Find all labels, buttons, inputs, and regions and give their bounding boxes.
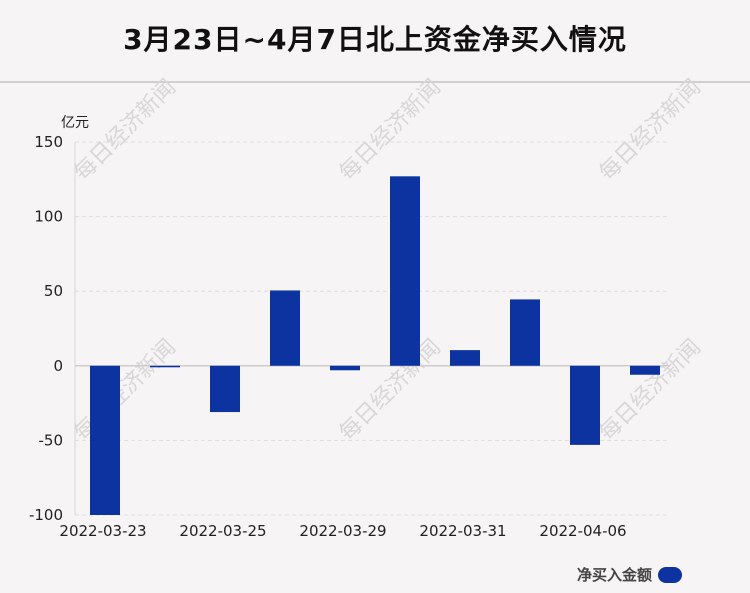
y-tick-label: -50 xyxy=(39,431,64,449)
bar xyxy=(570,365,600,445)
legend-swatch xyxy=(658,566,683,583)
y-axis-unit-label: 亿元 xyxy=(61,115,89,131)
gridlines xyxy=(74,141,670,516)
title-divider xyxy=(0,81,750,83)
x-tick-label: 2022-03-31 xyxy=(419,522,506,540)
bars xyxy=(90,176,660,515)
bar xyxy=(90,365,120,515)
watermark-text: 每日经济新闻 xyxy=(70,335,181,446)
legend-label: 净买入金额 xyxy=(577,566,653,584)
y-tick-labels: 150 100 50 0 -50 -100 xyxy=(29,133,63,524)
bar xyxy=(450,350,480,366)
watermark-text: 每日经济新闻 xyxy=(335,75,446,186)
y-tick-label: 50 xyxy=(44,282,63,300)
watermark-text: 每日经济新闻 xyxy=(595,75,706,186)
x-tick-label: 2022-03-25 xyxy=(179,522,266,540)
y-tick-label: -100 xyxy=(29,506,63,524)
bar xyxy=(630,365,660,375)
bar xyxy=(510,299,540,366)
y-tick-label: 100 xyxy=(34,208,63,226)
x-tick-label: 2022-04-06 xyxy=(539,522,626,540)
bar xyxy=(330,365,360,371)
chart-title: 3月23日~4月7日北上资金净买入情况 xyxy=(123,23,627,56)
watermark-text: 每日经济新闻 xyxy=(595,335,706,446)
bar xyxy=(390,176,420,366)
y-tick-label: 0 xyxy=(53,357,63,375)
legend: 净买入金额 xyxy=(577,564,683,585)
x-tick-labels: 2022-03-23 2022-03-25 2022-03-29 2022-03-31… xyxy=(59,522,626,540)
x-tick-label: 2022-03-29 xyxy=(299,522,386,540)
bar xyxy=(270,290,300,366)
x-tick-label: 2022-03-23 xyxy=(59,522,146,540)
bar xyxy=(150,365,180,368)
y-tick-label: 150 xyxy=(34,133,63,151)
bar xyxy=(210,365,240,413)
watermark-text: 每日经济新闻 xyxy=(70,75,181,186)
